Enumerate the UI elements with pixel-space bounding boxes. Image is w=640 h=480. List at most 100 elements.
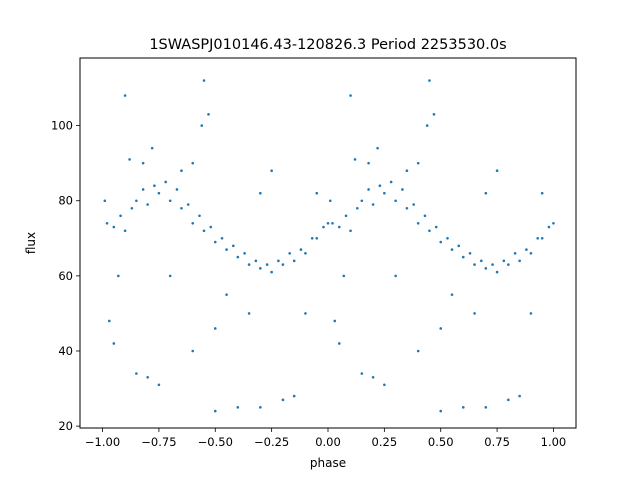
y-tick-label: 60 — [58, 269, 73, 283]
x-tick-label: 0.25 — [372, 435, 398, 449]
data-point — [281, 398, 285, 402]
data-point — [536, 237, 539, 240]
x-tick-label: 1.00 — [541, 435, 567, 449]
data-point — [315, 191, 319, 195]
data-point — [405, 206, 409, 210]
data-point — [416, 161, 420, 165]
data-point — [356, 206, 359, 210]
data-point — [157, 383, 161, 387]
data-point — [513, 252, 517, 255]
data-point — [236, 255, 240, 259]
data-point — [322, 225, 325, 229]
data-point — [439, 409, 443, 413]
data-point — [371, 375, 375, 379]
data-point — [439, 240, 443, 244]
y-tick-label: 40 — [58, 344, 73, 358]
data-point — [337, 342, 341, 345]
data-point — [270, 270, 273, 274]
data-point — [428, 229, 431, 233]
data-point — [112, 225, 116, 229]
data-point — [349, 229, 352, 233]
data-point — [157, 191, 161, 195]
data-point — [123, 229, 127, 233]
x-tick-label: 0.00 — [315, 435, 341, 449]
data-point — [518, 394, 521, 398]
data-point — [425, 124, 429, 127]
scatter-points — [103, 79, 555, 413]
data-point — [153, 184, 156, 188]
y-axis-label: flux — [24, 232, 38, 254]
data-point — [186, 203, 190, 206]
data-point — [310, 237, 314, 240]
data-point — [213, 327, 217, 330]
data-point — [344, 214, 348, 218]
data-point — [198, 214, 201, 218]
data-point — [540, 191, 544, 195]
data-point — [529, 252, 533, 255]
y-tick-label: 100 — [51, 119, 73, 133]
data-point — [412, 203, 415, 206]
data-point — [507, 263, 510, 266]
data-point — [232, 244, 235, 248]
x-tick-label: −0.25 — [254, 435, 289, 449]
data-point — [119, 214, 122, 218]
data-point — [428, 79, 431, 82]
data-point — [439, 327, 443, 330]
data-point — [333, 319, 337, 323]
data-point — [502, 259, 506, 263]
data-point — [401, 188, 404, 191]
data-point — [468, 252, 472, 255]
data-point — [130, 206, 134, 210]
data-point — [191, 349, 195, 353]
data-point — [367, 188, 370, 191]
data-point — [376, 146, 379, 150]
data-point — [236, 406, 240, 409]
data-point — [353, 158, 357, 161]
data-point — [141, 161, 145, 165]
data-point — [164, 180, 167, 184]
data-point — [146, 203, 149, 206]
data-point — [213, 409, 217, 413]
x-tick-label: 0.75 — [484, 435, 510, 449]
data-point — [405, 169, 409, 172]
x-tick-label: 0.50 — [428, 435, 454, 449]
data-point — [394, 274, 397, 278]
data-point — [112, 342, 116, 345]
x-axis-label: phase — [310, 456, 346, 470]
data-point — [180, 206, 183, 210]
data-point — [292, 394, 296, 398]
data-point — [259, 191, 262, 195]
data-point — [507, 398, 510, 402]
data-point — [450, 248, 454, 251]
data-point — [200, 124, 204, 127]
data-point — [168, 274, 172, 278]
data-point — [480, 259, 483, 263]
data-point — [473, 312, 476, 315]
data-point — [265, 263, 269, 266]
data-point — [150, 146, 154, 150]
data-point — [349, 94, 352, 97]
data-point — [128, 158, 131, 161]
data-point — [315, 237, 319, 240]
data-point — [337, 225, 341, 229]
data-point — [450, 293, 454, 296]
data-point — [495, 270, 499, 274]
data-point — [304, 252, 307, 255]
data-point — [378, 184, 382, 188]
data-point — [180, 169, 183, 172]
data-point — [207, 113, 210, 116]
data-point — [123, 94, 127, 97]
data-point — [484, 267, 488, 270]
data-point — [277, 259, 280, 263]
data-point — [383, 191, 386, 195]
data-point — [202, 229, 206, 233]
data-point — [202, 79, 206, 82]
x-axis: −1.00 −0.75 −0.50 −0.25 0.00 0.25 0.50 0.75 1.00 — [85, 428, 566, 449]
data-point — [105, 221, 109, 225]
data-point — [328, 199, 332, 203]
data-point — [518, 259, 521, 263]
data-point — [367, 161, 370, 165]
data-point — [491, 263, 494, 266]
data-point — [117, 274, 120, 278]
